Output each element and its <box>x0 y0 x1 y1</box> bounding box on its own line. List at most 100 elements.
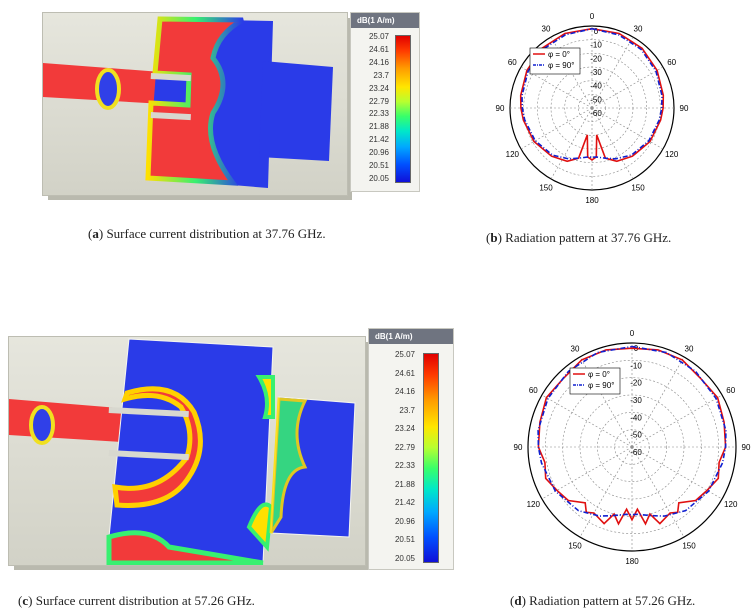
patch-slot <box>108 450 189 461</box>
angle-tick-label: 90 <box>496 104 505 113</box>
angle-tick-label: 30 <box>571 344 580 353</box>
radial-tick-label: -30 <box>590 68 602 77</box>
polar-grid-ring <box>527 342 737 552</box>
polar-grid-spoke <box>579 446 633 538</box>
radial-tick-label: 0 <box>594 27 599 36</box>
angle-tick-label: 90 <box>742 443 751 452</box>
legend-tick-label: 25.07 <box>368 32 389 41</box>
caption-text: Radiation pattern at 37.76 GHz. <box>501 230 672 245</box>
legend-title: dB(1 A/m) <box>351 13 419 28</box>
angle-tick-label: 30 <box>542 24 551 33</box>
radial-tick-label: -40 <box>630 413 642 422</box>
angle-tick-label: 30 <box>685 344 694 353</box>
legend-tick-label: 23.24 <box>394 424 415 434</box>
patch-hot-region <box>255 375 275 419</box>
legend-entry-label: φ = 90° <box>588 381 614 390</box>
legend-tick-label: 24.61 <box>394 368 415 378</box>
polar-grid-spoke <box>631 356 685 448</box>
angle-tick-label: 90 <box>680 104 689 113</box>
legend-tick-label: 20.05 <box>368 174 389 183</box>
legend-colorbar <box>395 35 411 183</box>
color-legend-a: dB(1 A/m) 25.07 24.61 24.16 23.7 23.24 22.79 2… <box>350 12 420 192</box>
radial-tick-label: -20 <box>630 379 642 388</box>
legend-tick-label: 24.16 <box>394 387 415 397</box>
legend-tick-label: 24.61 <box>368 44 389 54</box>
polar-grid-spoke <box>520 107 593 150</box>
caption-label: b <box>490 230 498 245</box>
hot-spot-ring <box>29 405 55 445</box>
legend-tick-label: 21.42 <box>394 498 415 508</box>
angle-tick-label: 120 <box>724 500 738 509</box>
angle-tick-label: 150 <box>568 542 582 551</box>
angle-tick-label: 90 <box>514 443 523 452</box>
parasitic-hot-region <box>269 397 308 534</box>
legend-entry-label: φ = 90° <box>548 61 574 70</box>
legend-tick-label: 21.88 <box>394 479 415 489</box>
caption-text: Surface current distribution at 37.76 GH… <box>103 226 326 241</box>
polar-grid-ring <box>597 412 667 482</box>
patch-slot <box>108 407 189 418</box>
legend-tick-label: 20.51 <box>368 161 389 171</box>
angle-tick-label: 60 <box>508 58 517 67</box>
caption-d: (d) Radiation pattern at 57.26 GHz. <box>510 593 696 608</box>
caption-c: (c) Surface current distribution at 57.2… <box>18 593 255 608</box>
polar-grid-spoke <box>591 107 634 180</box>
patch-slot <box>150 112 191 121</box>
angle-tick-label: 150 <box>631 184 645 193</box>
radial-tick-label: -60 <box>590 109 602 118</box>
angle-tick-label: 60 <box>726 386 735 395</box>
panel-c: dB(1 A/m) 25.07 24.61 24.16 23.7 23.24 22.79 2… <box>0 320 754 615</box>
polar-grid-spoke <box>579 356 633 448</box>
legend-tick-label: 20.96 <box>368 148 389 158</box>
hot-spot-ring <box>95 68 121 110</box>
radial-tick-label: -10 <box>630 361 642 370</box>
polar-grid-ring <box>564 80 620 136</box>
chart-legend <box>569 367 621 395</box>
polar-grid-ring <box>537 53 647 163</box>
angle-tick-label: 120 <box>527 500 541 509</box>
angle-tick-label: 60 <box>529 386 538 395</box>
legend-tick-label: 22.33 <box>394 461 415 471</box>
legend-tick-label: 20.51 <box>394 535 415 545</box>
parasitic-element <box>259 61 333 161</box>
legend-tick-label: 21.88 <box>368 122 389 132</box>
legend-tick-label: 20.96 <box>394 516 415 526</box>
radial-tick-label: -50 <box>630 431 642 440</box>
legend-tick-label: 23.24 <box>368 83 389 93</box>
caption-text: Radiation pattern at 57.26 GHz. <box>525 593 696 608</box>
angle-tick-label: 120 <box>665 150 679 159</box>
color-legend-c: dB(1 A/m) 25.07 24.61 24.16 23.7 23.24 22.79 2… <box>368 328 454 570</box>
caption-b: (b) Radiation pattern at 37.76 GHz. <box>486 230 672 245</box>
angle-tick-label: 150 <box>539 184 553 193</box>
chart-legend <box>529 47 581 75</box>
polar-grid-spoke <box>591 66 664 109</box>
patch-hot-region <box>106 530 264 565</box>
patch-hot-region <box>246 502 274 552</box>
legend-tick-label: 25.07 <box>394 350 415 359</box>
angle-tick-label: 150 <box>682 542 696 551</box>
legend-colorbar <box>423 353 439 563</box>
angle-tick-label: 180 <box>625 557 639 566</box>
legend-tick-label: 23.7 <box>399 405 415 415</box>
legend-tick-label: 22.79 <box>394 442 415 452</box>
radiation-pattern-b: 0 30 60 90 120 150 180 150 120 90 60 30 0 -10 -20 -30 -4… <box>496 12 689 205</box>
series-line <box>519 27 665 163</box>
series-line <box>537 345 727 517</box>
patch-slot <box>150 73 191 82</box>
antenna-current-map-a <box>43 16 333 188</box>
legend-tick-label: 24.16 <box>368 57 389 67</box>
legend-tick-label: 21.42 <box>368 135 389 145</box>
caption-text: Surface current distribution at 57.26 GH… <box>32 593 255 608</box>
legend-title: dB(1 A/m) <box>369 329 453 344</box>
polar-grid-spoke <box>591 107 664 150</box>
radial-tick-label: -50 <box>590 95 602 104</box>
panel-a: dB(1 A/m) 25.07 24.61 24.16 23.7 23.24 22.79 2… <box>0 0 754 250</box>
surface-current-plot-a <box>42 12 348 196</box>
angle-tick-label: 30 <box>634 24 643 33</box>
radial-tick-label: -60 <box>630 448 642 457</box>
radial-tick-label: -30 <box>630 396 642 405</box>
caption-label: d <box>514 593 522 608</box>
angle-tick-label: 0 <box>630 329 635 338</box>
radial-tick-label: -10 <box>590 41 602 50</box>
